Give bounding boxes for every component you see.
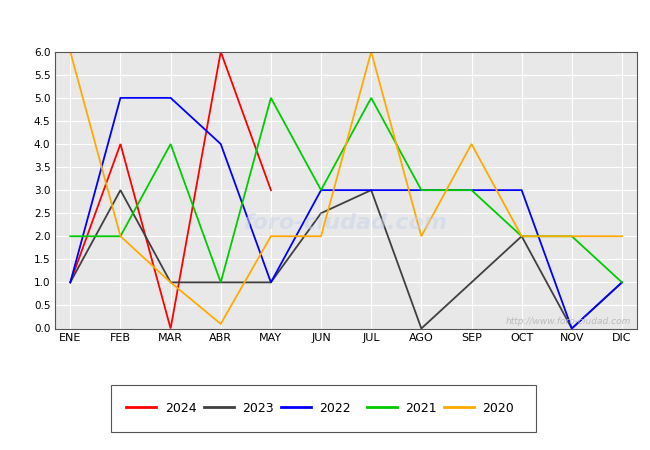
Text: Matriculaciones de Vehiculos en Montejícar: Matriculaciones de Vehiculos en Montejíc…: [151, 17, 499, 32]
Text: 2024: 2024: [165, 402, 196, 415]
Text: foro-ciudad.com: foro-ciudad.com: [244, 213, 448, 234]
Text: 2023: 2023: [242, 402, 274, 415]
Text: 2021: 2021: [405, 402, 437, 415]
Text: http://www.foro-ciudad.com: http://www.foro-ciudad.com: [506, 317, 631, 326]
Text: 2022: 2022: [319, 402, 351, 415]
Text: 2020: 2020: [482, 402, 514, 415]
